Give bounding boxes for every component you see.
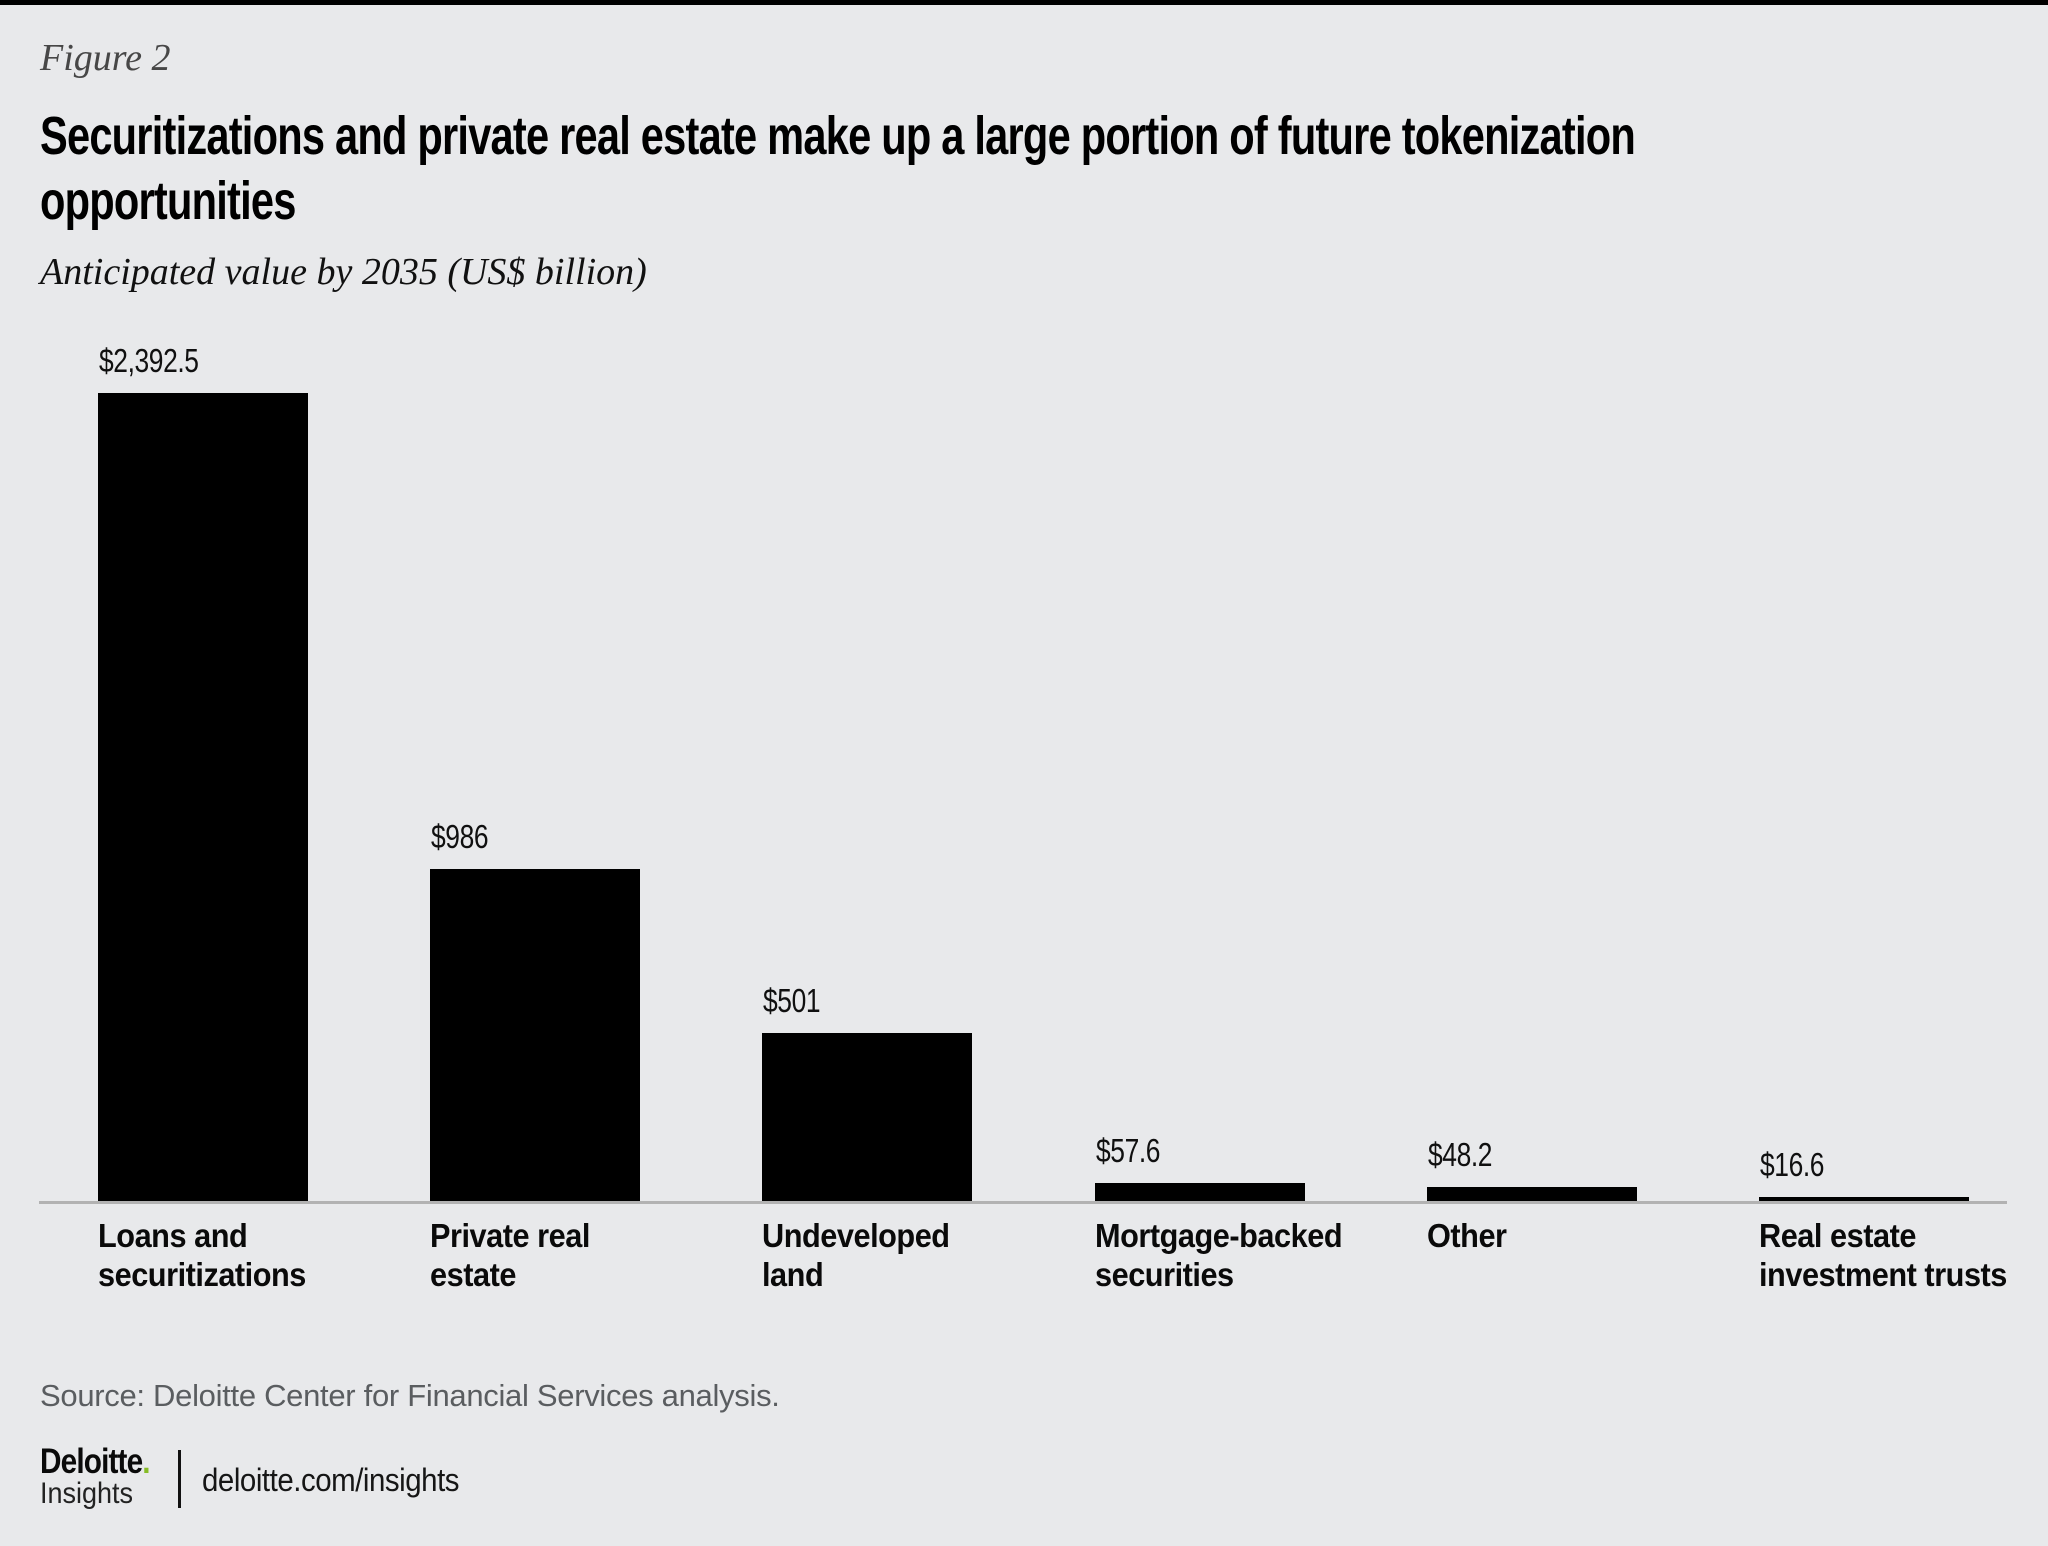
chart-subtitle: Anticipated value by 2035 (US$ billion): [40, 251, 647, 293]
chart-title: Securitizations and private real estate …: [40, 106, 1636, 231]
deloitte-logo-insights: Insights: [40, 1477, 134, 1510]
bar-value-label: $16.6: [1760, 1146, 1825, 1183]
deloitte-logo-green-dot: .: [142, 1442, 150, 1481]
bar-category-label: Real estate investment trusts: [1759, 1217, 2007, 1293]
bar: [98, 393, 308, 1203]
deloitte-insights-url: deloitte.com/insights: [202, 1462, 460, 1498]
deloitte-logo: Deloitte.: [40, 1442, 151, 1481]
bar-category-label: Undeveloped land: [762, 1217, 950, 1293]
bar-value-label: $2,392.5: [99, 342, 199, 379]
bar-value-label: $57.6: [1096, 1132, 1161, 1169]
top-accent-bar: [0, 0, 2048, 5]
bar-value-label: $986: [431, 818, 489, 855]
bar-category-label: Loans and securitizations: [98, 1217, 306, 1293]
bar: [1427, 1187, 1637, 1203]
figure-number-label: Figure 2: [40, 37, 171, 79]
bar-category-label: Mortgage-backed securities: [1095, 1217, 1343, 1293]
bar-category-label: Private real estate: [430, 1217, 590, 1293]
bar: [1095, 1183, 1305, 1203]
x-axis-line: [39, 1201, 2007, 1204]
bar-value-label: $501: [763, 982, 821, 1019]
footer-divider: [178, 1450, 181, 1508]
bar: [430, 869, 640, 1203]
source-note: Source: Deloitte Center for Financial Se…: [40, 1378, 780, 1413]
deloitte-logo-word: Deloitte: [40, 1442, 143, 1481]
bar-category-label: Other: [1427, 1217, 1507, 1254]
bar: [1759, 1197, 1969, 1203]
bar: [762, 1033, 972, 1203]
bar-value-label: $48.2: [1428, 1136, 1493, 1173]
